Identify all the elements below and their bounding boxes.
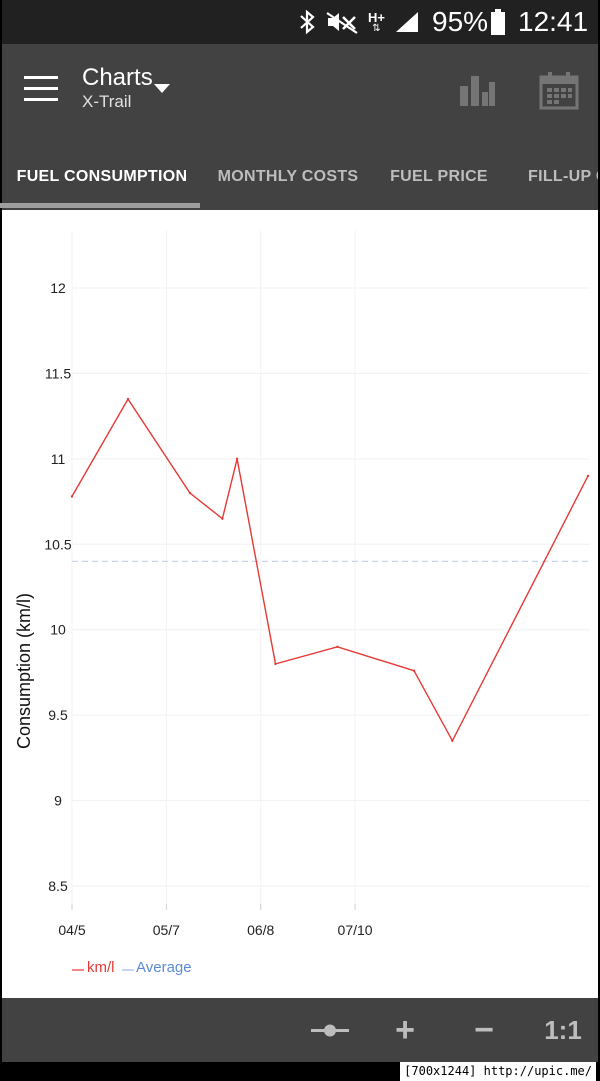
vibrate-mute-icon [325,0,359,44]
data-point [336,645,339,648]
battery-icon [490,0,506,44]
zoom-in-button[interactable]: + [395,1010,415,1049]
data-point [412,669,416,672]
grid-lines [71,230,590,910]
reset-zoom-button[interactable]: 1:1 [544,1014,582,1045]
data-point [70,495,74,498]
y-axis: 12 11.5 11 10.5 10 9.5 9 8.5 [44,280,71,894]
status-bar: H+ ⇅ 95% 12:41 [2,0,598,44]
page-subtitle: X-Trail [82,92,132,111]
chart-area[interactable]: 12 11.5 11 10.5 10 9.5 9 8.5 04/5 05/7 06/8 07/10 … [2,210,598,998]
caret-down-icon [154,84,170,93]
data-point [274,662,277,666]
y-tick-label: 9 [54,793,62,809]
x-tick-label: 07/10 [338,922,373,938]
calendar-icon[interactable] [539,72,579,110]
battery-percent: 95% [432,6,489,37]
x-tick-label: 04/5 [58,922,85,938]
legend-label-average: Average [136,959,192,976]
page-title: Charts [82,64,153,91]
data-point [221,517,224,520]
network-type-indicator: H+ ⇅ [368,9,385,34]
y-tick-label: 11.5 [45,365,71,381]
data-point [235,457,239,461]
x-tick-label: 05/7 [153,922,180,938]
y-tick-label: 11 [51,451,66,467]
signal-strength-icon [394,0,420,44]
tab-fuel-consumption[interactable]: FUEL CONSUMPTION [16,168,188,185]
y-tick-label: 10.5 [44,536,71,552]
tab-fuel-price[interactable]: FUEL PRICE [390,168,488,185]
bar-chart-icon[interactable] [458,74,498,108]
data-point [188,491,192,495]
tab-bar: FUEL CONSUMPTION MONTHLY COSTS FUEL PRIC… [2,144,598,210]
app-bar: Charts X-Trail [2,44,598,144]
data-point [126,397,130,401]
active-tab-indicator [0,203,200,208]
clock: 12:41 [518,6,589,37]
legend-label-kml: km/l [87,959,115,976]
bottom-toolbar [2,998,598,1062]
series-line-kml [71,397,589,743]
y-tick-label: 9.5 [48,707,68,723]
y-tick-label: 10 [50,622,66,638]
zoom-slider-icon[interactable] [305,998,355,1062]
y-axis-label: Consumption (km/l) [14,593,34,749]
bluetooth-icon [298,0,318,44]
data-point [451,739,454,742]
tab-fill-up[interactable]: FILL-UP C [528,168,598,185]
data-point [586,474,590,478]
x-axis: 04/5 05/7 06/8 07/10 [58,904,373,938]
x-tick-label: 06/8 [247,922,274,938]
tab-monthly-costs[interactable]: MONTHLY COSTS [217,168,359,185]
watermark-text: [700x1244] http://upic.me/ [400,1062,596,1081]
y-tick-label: 12 [50,280,66,296]
chart-selector[interactable]: Charts X-Trail [82,64,202,114]
data-points [70,397,590,742]
legend: km/l Average [72,959,192,976]
zoom-out-button[interactable]: − [474,1010,494,1049]
hamburger-menu-icon[interactable] [24,76,58,102]
y-tick-label: 8.5 [48,878,68,894]
